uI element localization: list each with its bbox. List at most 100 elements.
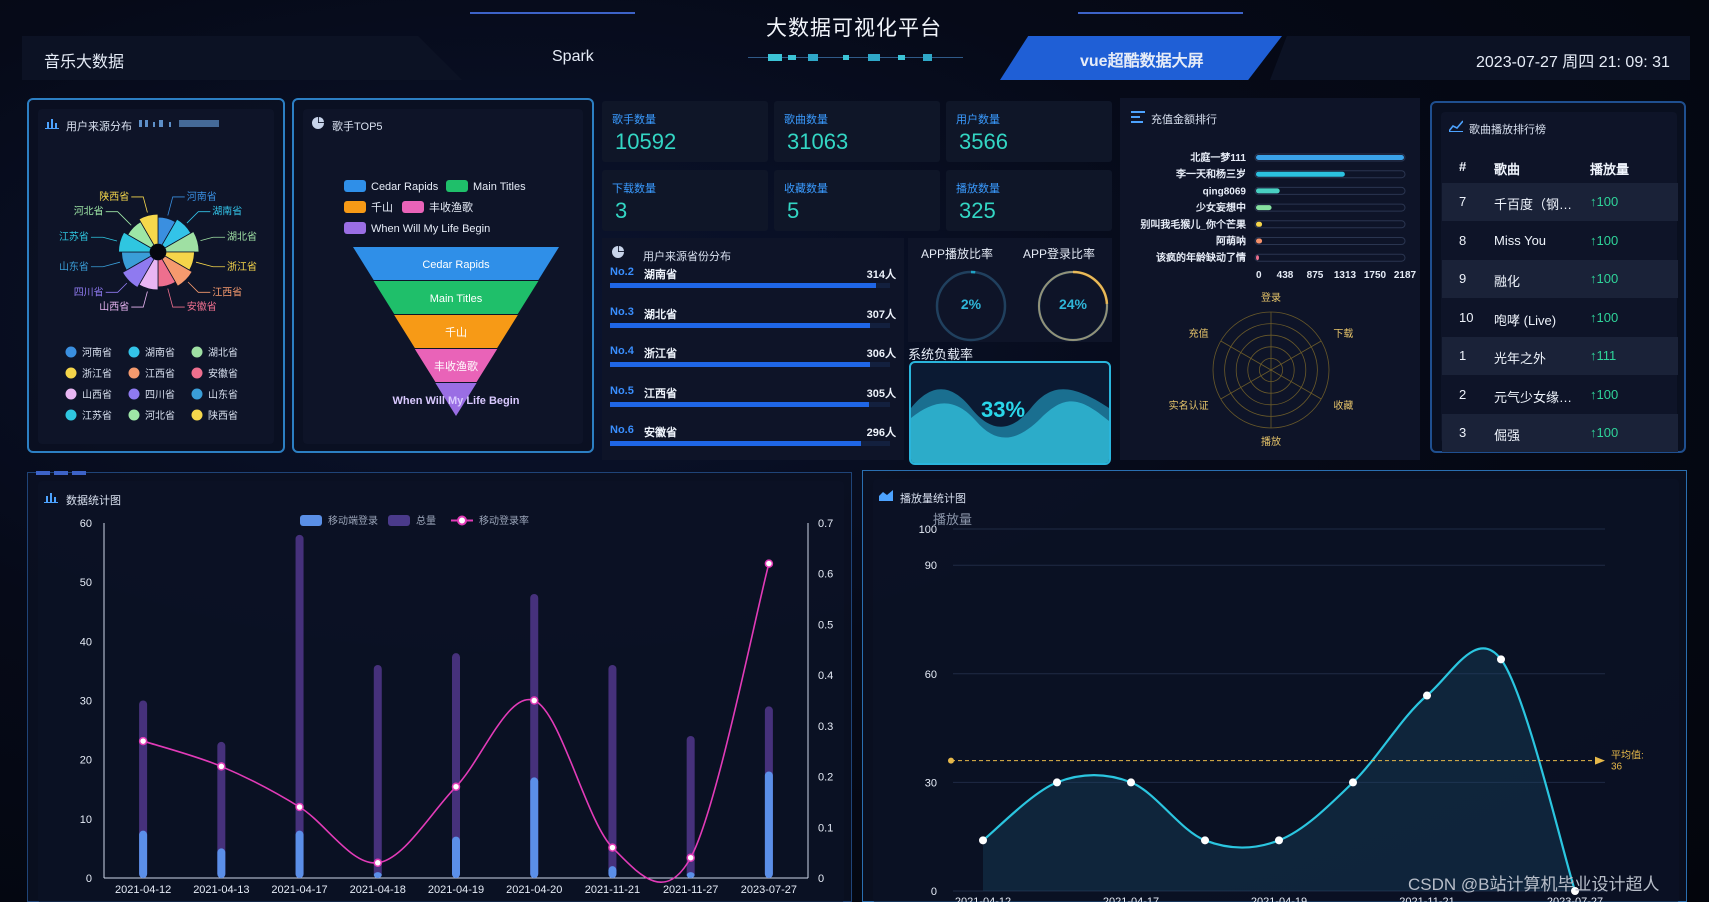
play-point[interactable] [1571, 887, 1579, 895]
legend-dot[interactable] [65, 346, 77, 358]
funnel-segment[interactable] [414, 349, 498, 382]
recharge-bar[interactable] [1256, 238, 1263, 244]
legend-label[interactable]: 四川省 [145, 388, 175, 401]
legend-label[interactable]: 湖南省 [145, 346, 175, 359]
legend-dot[interactable] [191, 388, 203, 400]
rank-row[interactable]: 1 光年之外 ↑111 [1442, 337, 1678, 375]
bar-total[interactable] [686, 736, 695, 878]
stat-card-plays[interactable]: 播放数量 325 [946, 170, 1112, 231]
legend-dot[interactable] [191, 409, 203, 421]
play-point[interactable] [1201, 836, 1209, 845]
play-point[interactable] [979, 836, 987, 845]
province-row[interactable]: No.3 湖北省 307人 [610, 306, 896, 336]
bar-legend-label[interactable]: 移动端登录 [328, 514, 378, 527]
rate-point[interactable] [686, 853, 695, 862]
stat-card-songs[interactable]: 歌曲数量 31063 [774, 101, 940, 162]
play-point[interactable] [1127, 778, 1135, 787]
province-row[interactable]: No.5 江西省 305人 [610, 385, 896, 415]
recharge-bar[interactable] [1256, 221, 1263, 227]
legend-dot[interactable] [191, 346, 203, 358]
bar-total[interactable] [295, 534, 304, 878]
rate-point[interactable] [295, 802, 304, 812]
spark-label[interactable]: Spark [552, 48, 594, 65]
funnel-legend-label[interactable]: Cedar Rapids [371, 181, 439, 193]
bar-legend-swatch[interactable] [300, 515, 322, 526]
rate-point[interactable] [138, 736, 148, 746]
funnel-segment[interactable] [353, 247, 559, 280]
recharge-bar[interactable] [1256, 255, 1259, 261]
bar-mobile[interactable] [608, 866, 617, 878]
rank-row[interactable]: 10 咆哮 (Live) ↑100 [1442, 299, 1678, 337]
legend-label[interactable]: 湖北省 [208, 346, 238, 359]
legend-label[interactable]: 陕西省 [208, 409, 238, 422]
play-point[interactable] [1497, 655, 1505, 664]
funnel-segment[interactable] [373, 281, 539, 314]
legend-dot[interactable] [65, 367, 77, 379]
stat-card-users[interactable]: 用户数量 3566 [946, 101, 1112, 162]
rate-point[interactable] [764, 559, 774, 568]
recharge-bar[interactable] [1256, 171, 1345, 177]
bar-mobile[interactable] [764, 771, 773, 879]
province-row[interactable]: No.4 浙江省 306人 [610, 345, 896, 375]
bar-legend-swatch[interactable] [388, 515, 410, 526]
funnel-segment[interactable] [394, 315, 518, 348]
legend-dot[interactable] [65, 409, 77, 421]
rank-row[interactable]: 2 元气少女缘… ↑100 [1442, 376, 1678, 414]
rate-point[interactable] [217, 762, 226, 771]
funnel-legend-swatch[interactable] [446, 180, 468, 192]
legend-dot[interactable] [128, 367, 140, 379]
funnel-legend-label[interactable]: When Will My Life Begin [371, 223, 490, 235]
bar-legend-label[interactable]: 移动登录率 [479, 514, 529, 527]
legend-dot[interactable] [128, 388, 140, 400]
bar-total[interactable] [373, 665, 382, 878]
user-source-pie[interactable]: 河南省湖南省湖北省浙江省江西省安徽省山西省四川省山东省江苏省河北省陕西省河南省湖… [29, 100, 287, 455]
rank-row[interactable]: 3 倔强 ↑100 [1442, 414, 1678, 452]
rate-point[interactable] [373, 858, 383, 868]
rank-row[interactable]: 9 融化 ↑100 [1442, 260, 1678, 298]
bar-mobile[interactable] [373, 872, 382, 878]
province-row[interactable]: No.2 湖南省 314人 [610, 266, 896, 296]
legend-label[interactable]: 河北省 [145, 409, 175, 422]
province-row[interactable]: No.6 安徽省 296人 [610, 424, 896, 454]
legend-label[interactable]: 山西省 [82, 388, 112, 401]
recharge-bar[interactable] [1256, 155, 1404, 160]
bar-total[interactable] [217, 741, 226, 878]
play-point[interactable] [1349, 778, 1357, 787]
play-point[interactable] [1053, 778, 1061, 787]
stat-card-favorites[interactable]: 收藏数量 5 [774, 170, 940, 231]
stat-card-singers[interactable]: 歌手数量 10592 [602, 101, 768, 162]
stat-card-downloads[interactable]: 下载数量 3 [602, 170, 768, 231]
recharge-bar[interactable] [1256, 205, 1272, 211]
legend-label[interactable]: 安徽省 [208, 367, 238, 380]
rate-point[interactable] [451, 782, 461, 791]
play-point[interactable] [1423, 691, 1431, 700]
vue-tab-label[interactable]: vue超酷数据大屏 [1080, 53, 1204, 70]
rate-point[interactable] [608, 843, 617, 852]
legend-dot[interactable] [191, 367, 203, 379]
rank-row[interactable]: 7 千百度（钢… ↑100 [1442, 183, 1678, 221]
funnel-segment[interactable] [435, 383, 477, 416]
bar-total[interactable] [452, 653, 460, 878]
legend-label[interactable]: 江苏省 [82, 409, 112, 422]
funnel-legend-swatch[interactable] [402, 201, 424, 213]
rate-point[interactable] [529, 696, 539, 705]
legend-dot[interactable] [128, 346, 140, 358]
legend-label[interactable]: 山东省 [208, 388, 238, 401]
data-stats-chart[interactable]: 移动端登录 总量 移动登录率 0 10 20 30 40 50 60 0 0.1 0.2 0.3 0.4 0.… [28, 473, 853, 902]
rank-row[interactable]: 8 Miss You ↑100 [1442, 222, 1678, 260]
bar-mobile[interactable] [139, 830, 148, 878]
bar-mobile[interactable] [295, 830, 304, 878]
funnel-legend-swatch[interactable] [344, 201, 366, 213]
left-nav-label[interactable]: 音乐大数据 [44, 54, 125, 71]
legend-label[interactable]: 浙江省 [82, 367, 112, 380]
bar-mobile[interactable] [217, 848, 226, 878]
recharge-bar[interactable] [1256, 188, 1280, 194]
funnel-legend-label[interactable]: Main Titles [473, 181, 526, 193]
bar-mobile[interactable] [530, 777, 539, 878]
funnel-legend-label[interactable]: 丰收渔歌 [429, 200, 473, 214]
bar-legend-swatch[interactable] [457, 515, 467, 526]
recharge-bar-chart[interactable]: 北庭一梦111 李一天和杨三岁 qing8069 少女妄想中别叫我毛猴儿_你个芒果阿萌… [1120, 98, 1420, 460]
play-count-chart[interactable]: 0 30 60 90 100 平均值:36 2021-04-12 2021-04-17 2021… [863, 471, 1688, 902]
legend-label[interactable]: 河南省 [82, 346, 112, 359]
